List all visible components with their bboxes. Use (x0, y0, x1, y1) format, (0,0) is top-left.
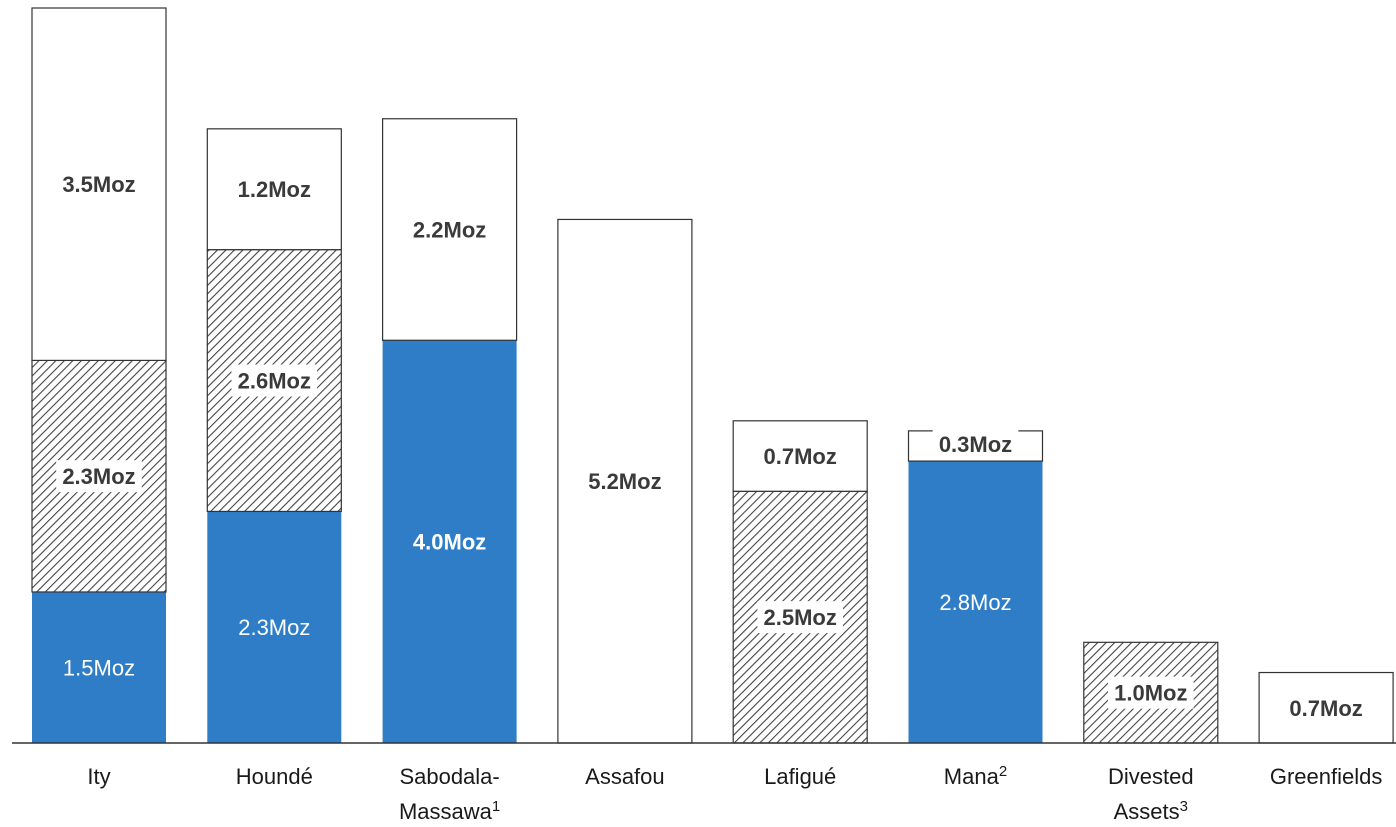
segment-value-label: 2.5Moz (764, 605, 837, 630)
segment-label-background (757, 601, 843, 634)
segment-value-label: 3.5Moz (62, 172, 135, 197)
bar-4: 5.2Moz (557, 218, 693, 744)
segment-value-label: 2.8Moz (939, 590, 1011, 615)
category-label-line2: Assets3 (1114, 798, 1188, 825)
segment-value-label: 2.6Moz (238, 369, 311, 394)
bar-7: 1.0Moz (1083, 641, 1219, 744)
bar-segment-blue (32, 591, 166, 743)
segment-value-label: 5.2Moz (588, 469, 661, 494)
category-label: Assafou (585, 764, 665, 789)
segment-value-label: 1.2Moz (238, 177, 311, 202)
category-label: Mana2 (944, 763, 1007, 790)
segment-value-label: 0.7Moz (764, 444, 837, 469)
category-label: Sabodala- (399, 764, 499, 789)
segment-label-background (231, 364, 318, 397)
bar-segment-white (557, 218, 693, 744)
segment-value-label: 2.3Moz (238, 615, 310, 640)
segment-label-background (1108, 676, 1194, 709)
bar-segment-blue (207, 511, 342, 743)
bar-segment-blue (382, 340, 517, 743)
bar-3: 4.0Moz 2.2Moz (382, 118, 518, 743)
category-label: Divested (1108, 764, 1194, 789)
segment-value-label: 0.7Moz (1289, 696, 1362, 721)
segment-value-label: 4.0Moz (413, 530, 486, 555)
segment-value-label: 2.3Moz (62, 464, 135, 489)
bar-5: 2.5Moz 0.7Moz (732, 420, 868, 744)
bar-1: 1.5Moz 2.3Moz 3.5Moz (31, 7, 167, 743)
bar-2: 2.3Moz 2.6Moz 1.2Moz (206, 128, 342, 743)
segment-value-label: 1.5Moz (63, 655, 135, 680)
bars-group: 1.5Moz 2.3Moz 3.5Moz 2.3Moz 2.6Moz 1.2Moz 4.0M… (31, 7, 1394, 744)
segment-value-label: 2.2Moz (413, 218, 486, 243)
segment-value-label: 0.3Moz (939, 432, 1012, 457)
bar-8: 0.7Moz (1258, 671, 1394, 744)
category-label: Greenfields (1270, 764, 1383, 789)
bar-segment-white (31, 7, 167, 361)
category-label: Houndé (236, 764, 313, 789)
category-label: Lafigué (764, 764, 836, 789)
category-label-line2: Massawa1 (399, 798, 500, 825)
segment-label-background (932, 427, 1019, 460)
bar-segment-white (732, 420, 868, 492)
category-label: Ity (87, 764, 110, 789)
bar-segment-white (206, 128, 342, 251)
segment-value-label: 1.0Moz (1114, 681, 1187, 706)
bar-segment-white (382, 118, 518, 341)
bar-6: 2.8Moz 0.3Moz (907, 427, 1044, 743)
category-labels-group: Ity Houndé Sabodala- Massawa1 Assafou Lafigué… (87, 763, 1382, 825)
segment-label-background (56, 460, 142, 493)
bar-segment-blue (908, 461, 1043, 743)
